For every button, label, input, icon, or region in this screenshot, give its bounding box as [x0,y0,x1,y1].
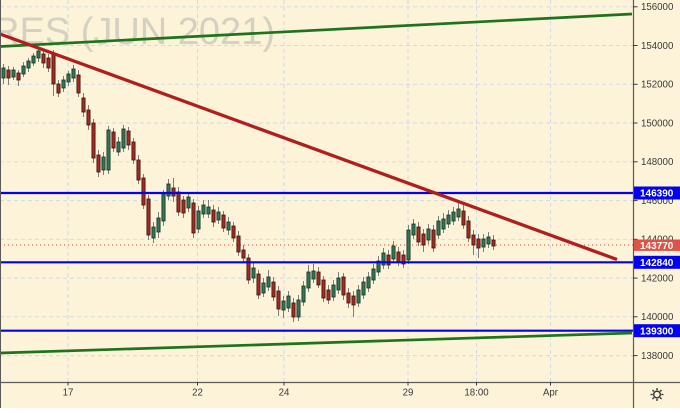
svg-text:140000: 140000 [641,312,674,323]
svg-text:17: 17 [63,388,74,399]
svg-text:RES (JUN 2021): RES (JUN 2021) [0,11,275,53]
svg-text:154000: 154000 [641,41,674,52]
svg-text:142840: 142840 [640,258,674,269]
svg-text:146000: 146000 [641,196,674,207]
svg-text:18:00: 18:00 [464,388,489,399]
svg-text:152000: 152000 [641,80,674,91]
svg-text:143770: 143770 [640,241,674,252]
svg-text:Apr: Apr [543,388,559,399]
svg-text:22: 22 [192,388,203,399]
svg-text:142000: 142000 [641,274,674,285]
svg-text:150000: 150000 [641,118,674,129]
svg-text:148000: 148000 [641,157,674,168]
svg-text:139300: 139300 [640,326,674,337]
svg-text:138000: 138000 [641,351,674,362]
svg-text:156000: 156000 [641,2,674,13]
svg-text:29: 29 [403,388,414,399]
svg-text:24: 24 [279,388,290,399]
svg-text:146390: 146390 [640,189,674,200]
